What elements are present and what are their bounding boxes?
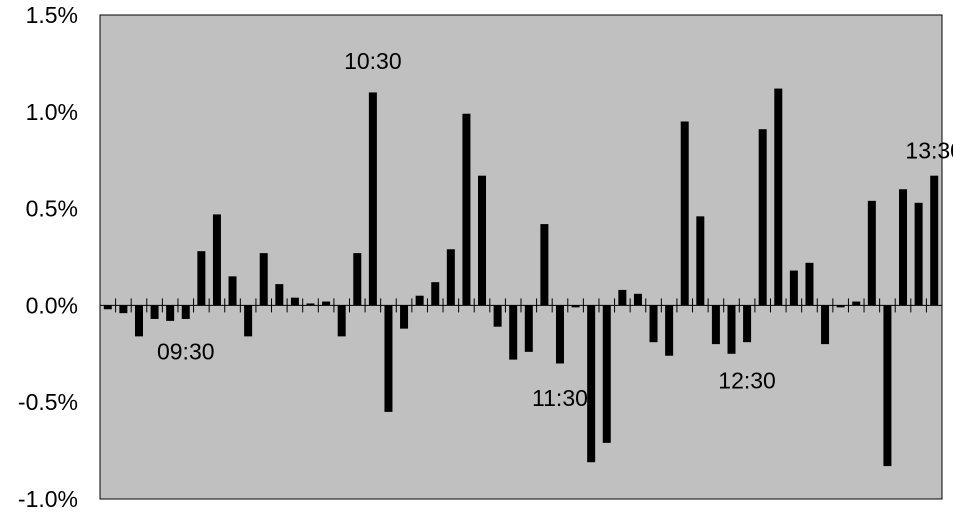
y-axis-tick-labels: 1.5% 1.0% 0.5% 0.0% -0.5% -1.0%: [18, 2, 78, 512]
bar: [821, 305, 830, 345]
bar: [290, 297, 299, 306]
bar: [478, 175, 487, 306]
bar: [930, 175, 939, 306]
bar: [524, 305, 533, 352]
bar: [899, 189, 908, 306]
bar: [665, 305, 674, 356]
bar: [353, 253, 362, 306]
bar: [400, 305, 409, 329]
bar: [103, 305, 112, 310]
bar: [322, 301, 331, 306]
bar: [774, 88, 783, 306]
y-tick-label: -1.0%: [18, 486, 78, 512]
bar: [275, 284, 284, 306]
bar: [805, 262, 814, 306]
time-annotation-label: 13:30: [905, 137, 953, 163]
bar: [852, 301, 861, 306]
bar: [384, 305, 393, 412]
bar: [431, 282, 440, 306]
time-annotation-label: 12:30: [718, 368, 776, 394]
bar: [633, 293, 642, 306]
bar: [446, 249, 455, 306]
bar: [306, 303, 315, 306]
bars: [103, 88, 939, 467]
bar: [618, 289, 627, 306]
bar: [867, 200, 876, 306]
bar: [462, 113, 471, 306]
bar: [228, 276, 237, 306]
bar: [150, 305, 159, 319]
bar: [368, 92, 377, 306]
bar: [571, 305, 580, 308]
bar: [415, 295, 424, 306]
bar: [555, 305, 564, 364]
bar: [587, 305, 596, 463]
bar: [337, 305, 346, 337]
bar: [883, 305, 892, 467]
bar: [181, 305, 190, 319]
bar: [758, 129, 767, 306]
bar: [649, 305, 658, 343]
time-annotation-label: 11:30: [532, 385, 588, 411]
bar: [743, 305, 752, 343]
bar: [540, 224, 549, 306]
bar: [711, 305, 720, 345]
bar: [166, 305, 175, 321]
plot-area: [99, 14, 943, 500]
bar: [119, 305, 128, 314]
bar: [493, 305, 502, 327]
time-annotation-label: 10:30: [344, 48, 402, 74]
bar: [509, 305, 518, 360]
y-tick-label: 0.0%: [26, 292, 78, 318]
bar: [212, 214, 221, 306]
bar: [197, 251, 206, 306]
y-tick-label: -0.5%: [18, 389, 78, 415]
bar: [244, 305, 253, 337]
bar: [727, 305, 736, 354]
bar: [836, 305, 845, 308]
time-annotation-label: 09:30: [157, 339, 215, 365]
bar: [259, 253, 268, 306]
time-annotations: 09:30 10:30 11:30 12:30 13:30: [157, 48, 953, 411]
y-tick-label: 1.5%: [26, 2, 78, 28]
bar: [680, 121, 689, 306]
bar: [134, 305, 143, 337]
bar: [789, 270, 798, 306]
y-tick-label: 0.5%: [26, 196, 78, 222]
bar: [602, 305, 611, 443]
y-tick-label: 1.0%: [26, 99, 78, 125]
bar: [696, 216, 705, 306]
bar: [914, 202, 923, 306]
